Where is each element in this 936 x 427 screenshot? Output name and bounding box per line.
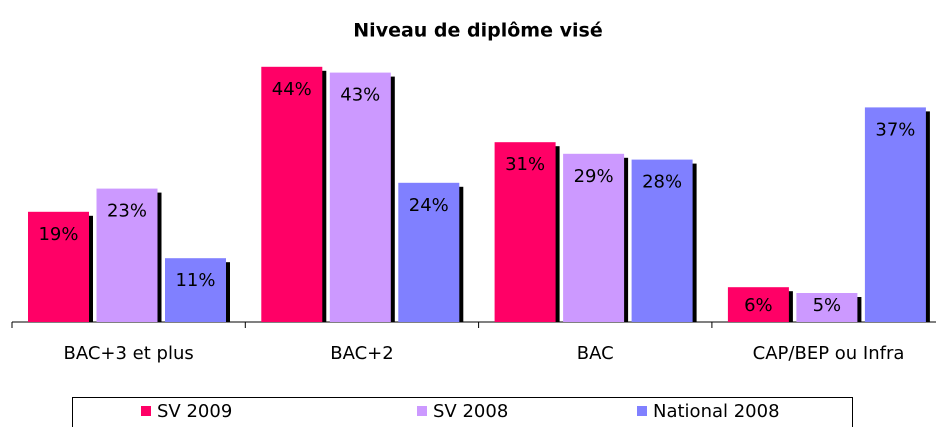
- legend-swatch: [141, 406, 151, 416]
- data-label: 6%: [744, 295, 773, 316]
- bar: [494, 142, 556, 322]
- bar: [96, 188, 158, 322]
- legend-label: SV 2009: [157, 401, 232, 422]
- bar: [261, 66, 323, 322]
- data-label: 28%: [642, 172, 682, 193]
- legend-swatch: [637, 406, 647, 416]
- x-tick-label: BAC+2: [330, 343, 393, 364]
- x-tick-label: BAC: [577, 343, 614, 364]
- bar: [864, 107, 926, 323]
- data-label: 43%: [340, 85, 380, 106]
- data-label: 44%: [272, 79, 312, 100]
- x-tick-label: BAC+3 et plus: [64, 343, 194, 364]
- x-tick-label: CAP/BEP ou Infra: [753, 343, 905, 364]
- legend-box: [72, 397, 853, 427]
- bar: [631, 159, 693, 322]
- chart-title: Niveau de diplôme visé: [353, 20, 602, 42]
- data-label: 11%: [175, 270, 215, 291]
- legend-label: SV 2008: [433, 401, 508, 422]
- data-label: 19%: [38, 224, 78, 245]
- bar: [28, 211, 89, 322]
- bar: [563, 153, 625, 322]
- bar: [329, 72, 391, 322]
- data-label: 37%: [875, 119, 915, 140]
- data-label: 31%: [505, 154, 545, 175]
- data-label: 24%: [409, 195, 449, 216]
- legend-swatch: [417, 406, 427, 416]
- data-label: 29%: [574, 166, 614, 187]
- bar: [165, 258, 226, 322]
- bar: [796, 293, 858, 322]
- bar: [398, 182, 460, 322]
- bar: [727, 287, 789, 322]
- data-label: 23%: [107, 201, 147, 222]
- data-label: 5%: [813, 295, 842, 316]
- legend-label: National 2008: [653, 401, 780, 422]
